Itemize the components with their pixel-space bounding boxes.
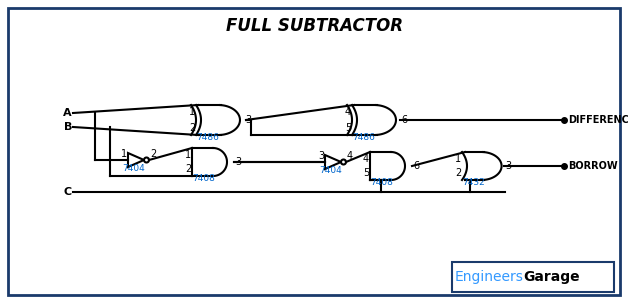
Text: Engineers: Engineers [455,270,523,284]
Text: DIFFERENCE: DIFFERENCE [568,115,628,125]
Text: 7404: 7404 [122,164,145,173]
Bar [452,262,614,292]
Text: 3: 3 [505,161,511,171]
Text: 2: 2 [185,164,191,174]
Text: 7408: 7408 [371,178,393,187]
Text: 1: 1 [121,149,127,159]
Text: FULL SUBTRACTOR: FULL SUBTRACTOR [225,17,403,35]
Text: 1: 1 [455,154,461,164]
Text: 1: 1 [189,107,195,117]
Text: 1: 1 [185,150,191,160]
Text: 7486: 7486 [197,133,219,142]
Text: 5: 5 [363,168,369,178]
Text: 4: 4 [347,151,353,161]
Text: 7432: 7432 [463,178,485,187]
Text: 7404: 7404 [320,166,342,175]
Text: 7408: 7408 [193,174,215,183]
Text: 2: 2 [189,123,195,133]
Text: B: B [63,122,72,132]
Text: Garage: Garage [523,270,580,284]
Text: 4: 4 [363,154,369,164]
Text: C: C [64,187,72,197]
Text: 4: 4 [345,107,351,117]
Text: BORROW: BORROW [568,161,617,171]
Text: 7486: 7486 [352,133,376,142]
Text: 3: 3 [235,157,241,167]
Text: A: A [63,108,72,118]
Text: 3: 3 [318,151,324,161]
Text: 2: 2 [150,149,156,159]
Text: 5: 5 [345,123,351,133]
Text: 2: 2 [455,168,461,178]
Text: 3: 3 [245,115,251,125]
Text: 6: 6 [413,161,419,171]
Text: 6: 6 [401,115,407,125]
